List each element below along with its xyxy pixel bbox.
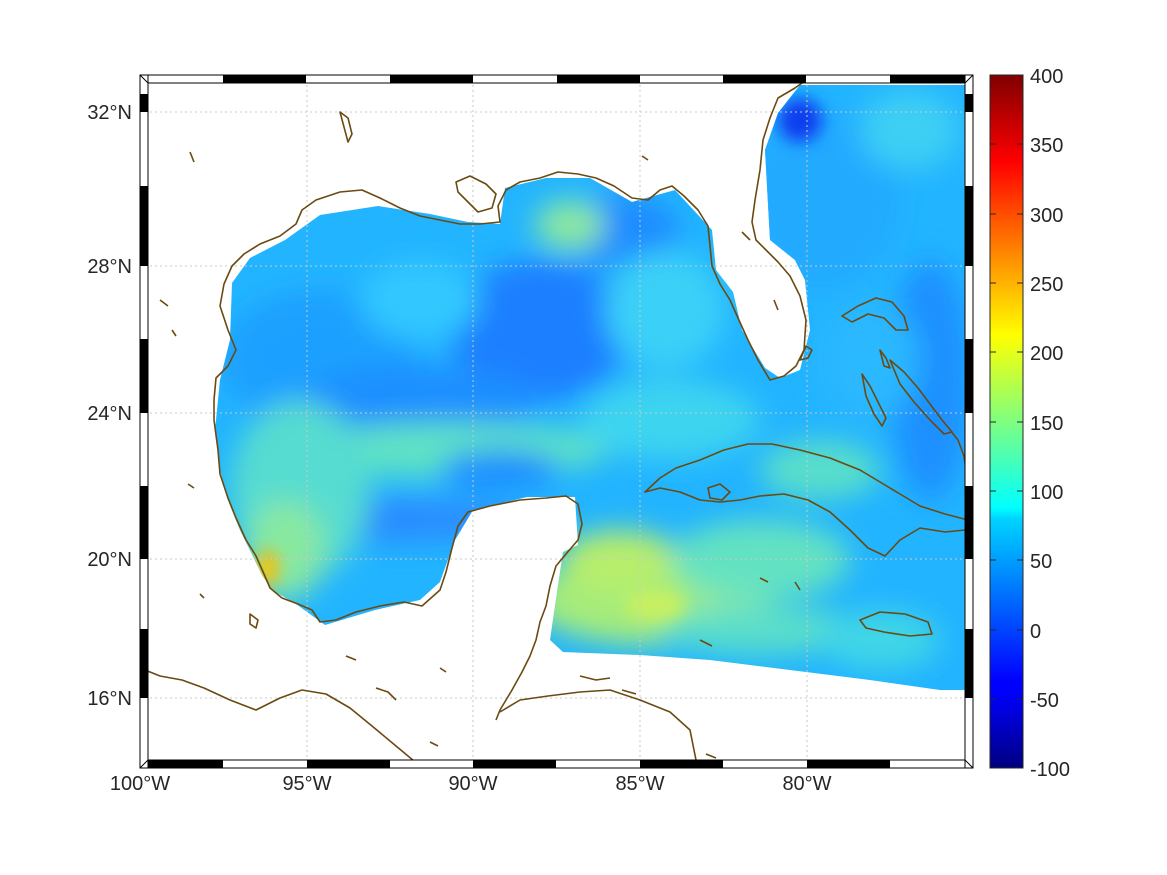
colorbar-label: 300 <box>1030 205 1063 227</box>
colorbar-label: -100 <box>1030 759 1070 781</box>
lat-label: 28°N <box>87 256 132 278</box>
coastline-delta <box>455 175 497 213</box>
map-grid <box>140 75 973 768</box>
lat-label: 32°N <box>87 102 132 124</box>
lat-label: 20°N <box>87 549 132 571</box>
lon-label: 85°W <box>615 773 664 795</box>
colorbar-label: 350 <box>1030 135 1063 157</box>
coastline-jamaica <box>859 611 933 637</box>
coastline-bahamas-2 <box>861 373 887 427</box>
colorbar-label: 100 <box>1030 482 1063 504</box>
colorbar: 400 350 300 250 200 150 100 50 0 -50 -10… <box>989 66 1070 781</box>
lon-label: 90°W <box>448 773 497 795</box>
coastline-honduras <box>499 689 697 761</box>
lon-label: 95°W <box>282 773 331 795</box>
colorbar-label: 200 <box>1030 343 1063 365</box>
coastline-central-america <box>140 667 421 767</box>
lon-label: 80°W <box>782 773 831 795</box>
coastline-isla-juventud <box>707 483 731 501</box>
coastline-bahamas-1 <box>841 297 909 331</box>
map-frame <box>139 74 974 769</box>
lat-label: 16°N <box>87 688 132 710</box>
colorbar-label: 250 <box>1030 274 1063 296</box>
lat-label: 24°N <box>87 403 132 425</box>
colorbar-label: 0 <box>1030 621 1041 643</box>
longitude-labels: 100°W 95°W 90°W 85°W 80°W <box>110 773 832 795</box>
data-field <box>215 85 968 690</box>
latitude-labels: 32°N 28°N 24°N 20°N 16°N <box>87 102 132 710</box>
colorbar-label: 50 <box>1030 551 1052 573</box>
coastline-bahamas-4 <box>879 349 891 369</box>
coastline-gulf-us <box>213 75 813 721</box>
lon-label: 100°W <box>110 773 170 795</box>
colorbar-label: 400 <box>1030 66 1063 88</box>
coastline-cuba <box>644 443 969 557</box>
colorbar-label: 150 <box>1030 413 1063 435</box>
colorbar-label: -50 <box>1030 690 1059 712</box>
